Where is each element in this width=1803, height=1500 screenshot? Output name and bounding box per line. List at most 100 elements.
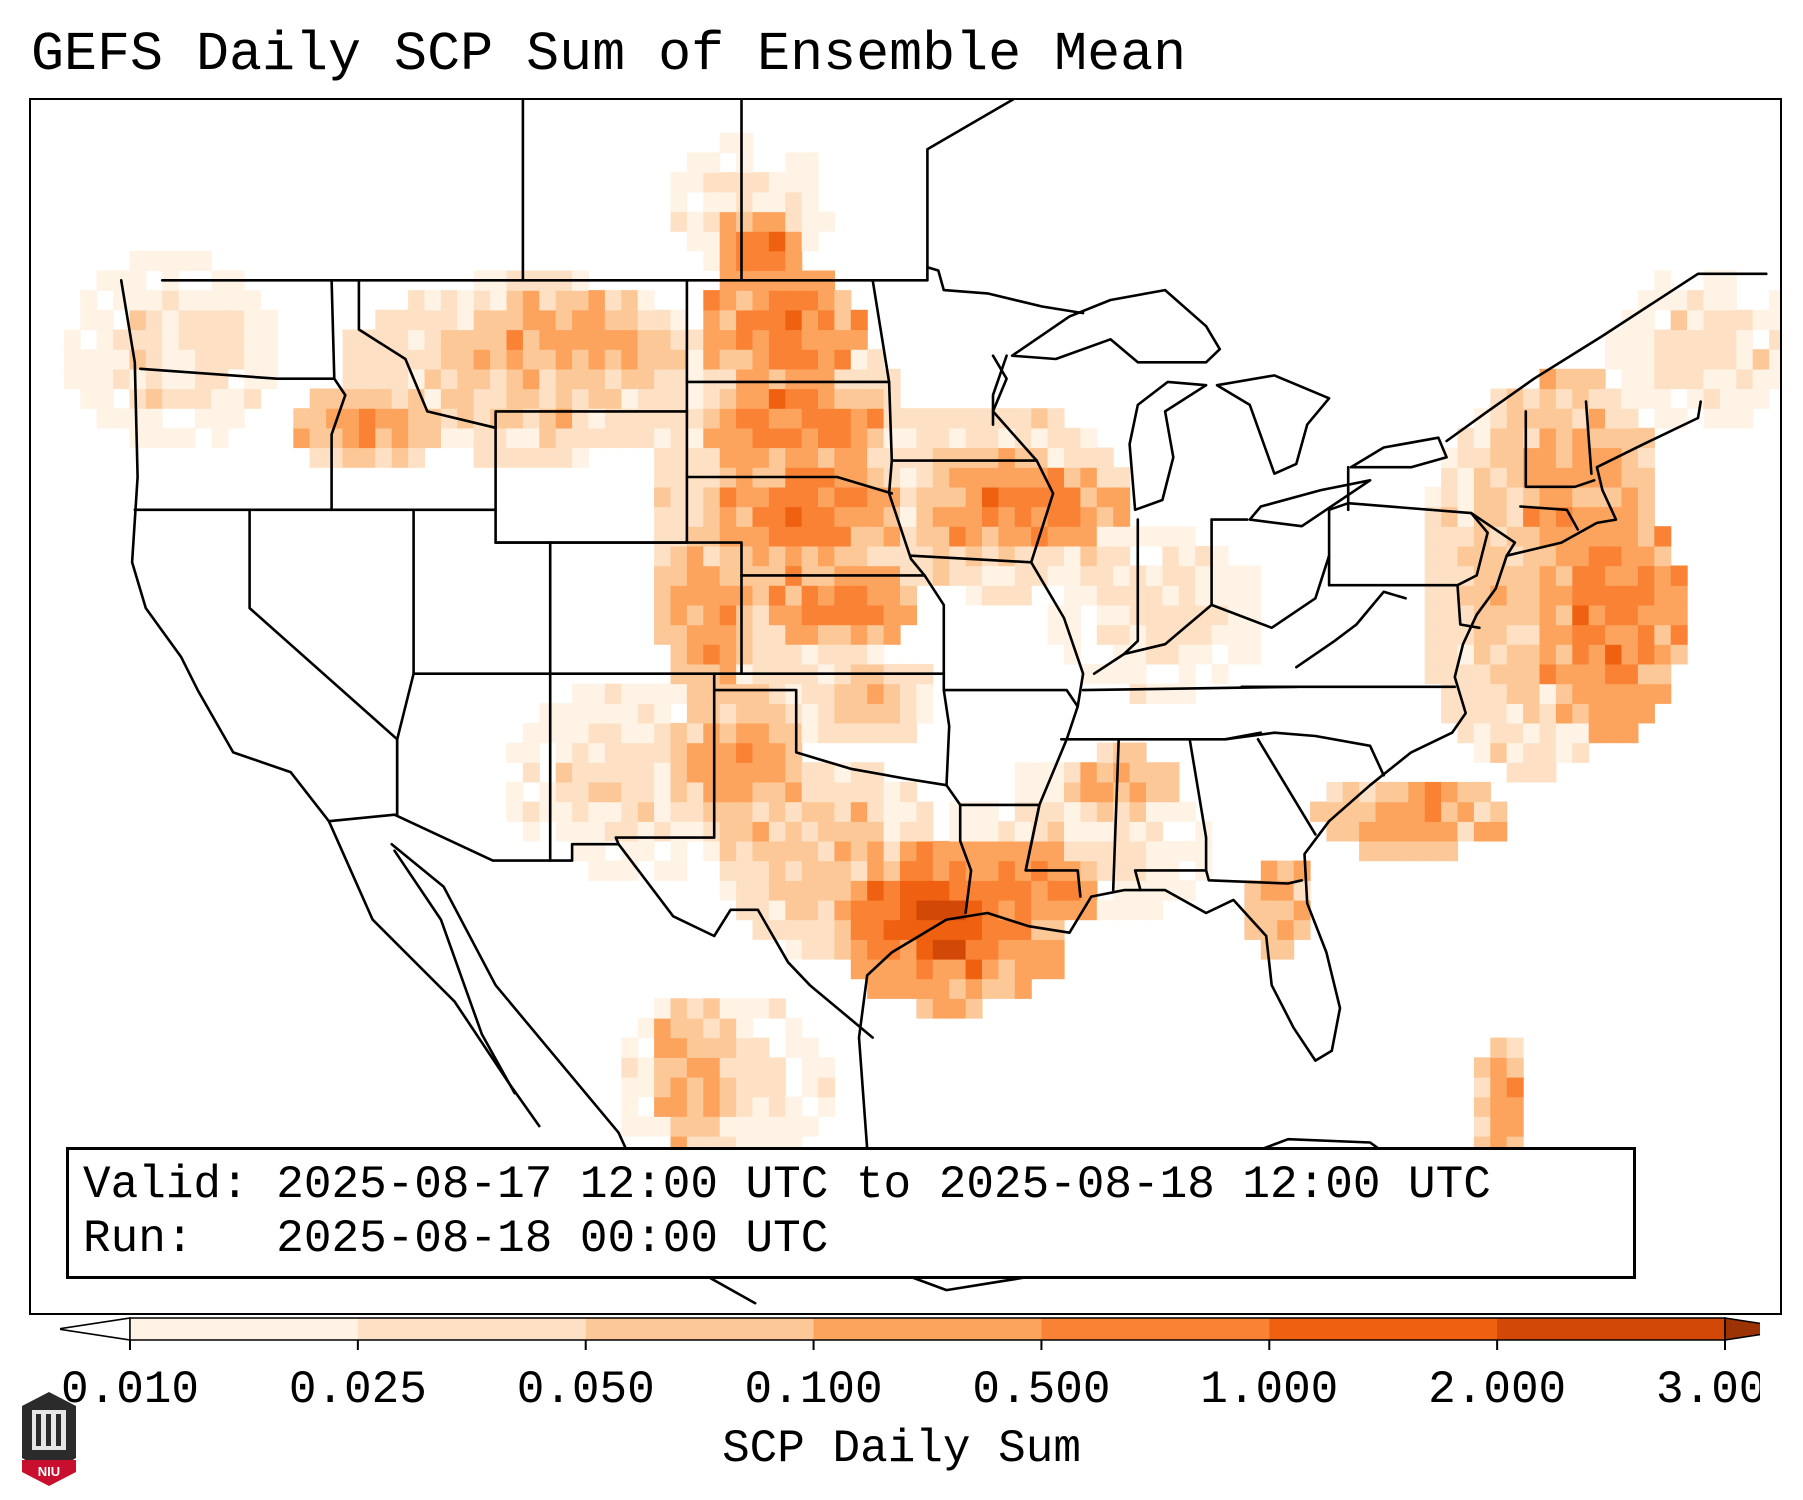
scp-cell bbox=[785, 408, 803, 429]
scp-cell bbox=[1064, 821, 1081, 842]
scp-cell bbox=[998, 486, 1016, 508]
scp-cell bbox=[1539, 742, 1557, 763]
scp-cell bbox=[1654, 349, 1672, 370]
scp-cell bbox=[129, 270, 147, 291]
scp-cell bbox=[490, 388, 508, 409]
scp-cell bbox=[1621, 349, 1639, 370]
scp-cell bbox=[752, 840, 770, 862]
scp-cell bbox=[785, 526, 803, 547]
ohio-river bbox=[1122, 554, 1331, 656]
scp-cell bbox=[244, 329, 262, 350]
scp-cell bbox=[129, 250, 147, 272]
scp-cell bbox=[900, 722, 917, 744]
scp-cell bbox=[752, 604, 770, 626]
scp-cell bbox=[1687, 349, 1705, 370]
scp-cell bbox=[965, 801, 983, 822]
scp-cell bbox=[949, 919, 967, 940]
scp-cell bbox=[752, 427, 770, 449]
scp-cell bbox=[752, 388, 770, 409]
scp-cell bbox=[1555, 663, 1573, 685]
scp-cell bbox=[1490, 742, 1508, 763]
scp-cell bbox=[637, 781, 655, 803]
scp-cell bbox=[834, 919, 852, 940]
scp-cell bbox=[834, 683, 852, 704]
scp-cell bbox=[522, 762, 540, 783]
ia-mo bbox=[909, 554, 1033, 564]
scp-cell bbox=[1113, 545, 1131, 567]
scp-cell bbox=[621, 427, 639, 449]
scp-cell bbox=[900, 821, 917, 842]
scp-cell bbox=[1064, 447, 1081, 468]
scp-cell bbox=[752, 998, 770, 1019]
scp-cell bbox=[358, 427, 376, 449]
scp-cell bbox=[1523, 663, 1541, 685]
scp-cell bbox=[719, 1077, 737, 1098]
scp-cell bbox=[818, 486, 835, 508]
scp-cell bbox=[1605, 644, 1623, 665]
scp-cell bbox=[867, 349, 885, 370]
scp-cell bbox=[1031, 486, 1049, 508]
scp-cell bbox=[768, 860, 786, 881]
scp-cell bbox=[949, 998, 967, 1019]
scp-cell bbox=[801, 447, 819, 468]
scp-cell bbox=[752, 624, 770, 645]
scp-cell bbox=[982, 585, 999, 606]
scp-cell bbox=[768, 368, 786, 390]
scp-cell bbox=[145, 368, 163, 390]
scp-cell bbox=[1473, 604, 1491, 626]
scp-cell bbox=[1572, 486, 1590, 508]
scp-cell bbox=[883, 408, 901, 429]
scp-cell bbox=[1047, 408, 1065, 429]
us-mexico-border bbox=[327, 813, 874, 1039]
scp-cell bbox=[1424, 565, 1442, 586]
scp-cell bbox=[1080, 526, 1098, 547]
scp-cell bbox=[834, 801, 852, 822]
scp-cell bbox=[736, 1017, 754, 1039]
scp-cell bbox=[1654, 644, 1672, 665]
niu-logo-icon: NIU bbox=[22, 1392, 76, 1486]
scp-cell bbox=[539, 781, 557, 803]
scp-cell bbox=[1424, 604, 1442, 626]
scp-cell bbox=[457, 388, 475, 409]
scp-cell bbox=[801, 368, 819, 390]
scp-cell bbox=[637, 742, 655, 763]
scp-cell bbox=[1047, 565, 1065, 586]
scp-cell bbox=[309, 408, 327, 429]
scp-cell bbox=[719, 585, 737, 606]
scp-cell bbox=[1014, 958, 1032, 980]
scp-cell bbox=[785, 821, 803, 842]
scp-cell bbox=[801, 762, 819, 783]
mt-id bbox=[357, 279, 497, 430]
scp-cell bbox=[572, 801, 590, 822]
scp-cell bbox=[785, 742, 803, 763]
scp-cell bbox=[654, 427, 672, 449]
scp-cell bbox=[1539, 585, 1557, 606]
scp-cell bbox=[522, 801, 540, 822]
scp-cell bbox=[801, 644, 819, 665]
scp-cell bbox=[1539, 663, 1557, 685]
scp-cell bbox=[654, 408, 672, 429]
scp-cell bbox=[916, 506, 934, 527]
scp-cell bbox=[145, 349, 163, 370]
scp-cell bbox=[113, 368, 130, 390]
scp-cell bbox=[736, 408, 754, 429]
scp-cell bbox=[1637, 526, 1655, 547]
scp-cell bbox=[1506, 447, 1524, 468]
scp-cell bbox=[162, 250, 180, 272]
scp-cell bbox=[785, 486, 803, 508]
scp-cell bbox=[719, 860, 737, 881]
scp-cell bbox=[1014, 978, 1032, 999]
scp-cell bbox=[654, 467, 672, 488]
scp-cell bbox=[867, 840, 885, 862]
scp-cell bbox=[686, 1077, 704, 1098]
scp-cell bbox=[900, 447, 917, 468]
scp-cell bbox=[719, 762, 737, 783]
scp-cell bbox=[932, 408, 950, 429]
scp-cell bbox=[949, 467, 967, 488]
scp-cell bbox=[965, 427, 983, 449]
scp-cell bbox=[768, 172, 786, 193]
scp-cell bbox=[1096, 467, 1114, 488]
scp-cell bbox=[1473, 703, 1491, 724]
co-box bbox=[548, 541, 743, 675]
